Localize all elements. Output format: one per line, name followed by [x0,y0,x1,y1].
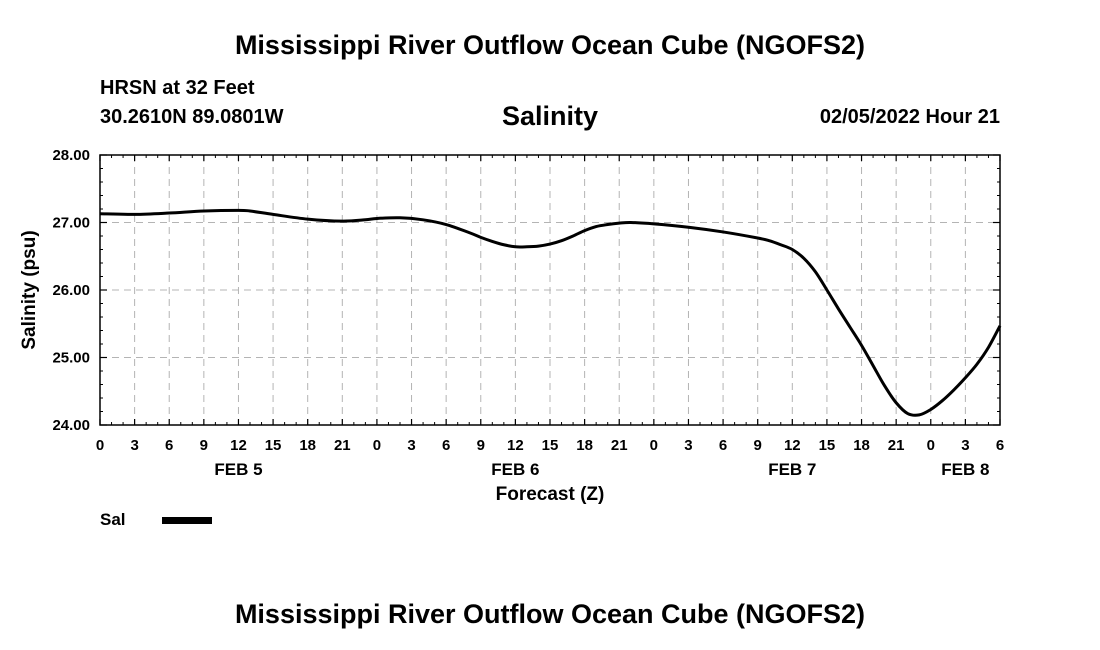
y-tick-label: 28.00 [52,147,90,164]
x-tick-label: 15 [265,437,282,454]
legend-swatch-sal [162,517,212,524]
x-tick-label: 3 [407,437,415,454]
day-label: FEB 8 [941,460,989,479]
x-tick-label: 9 [200,437,208,454]
x-tick-label: 18 [853,437,870,454]
x-tick-label: 3 [130,437,138,454]
x-tick-label: 21 [611,437,628,454]
x-tick-label: 12 [230,437,247,454]
x-tick-label: 6 [996,437,1004,454]
x-tick-label: 12 [784,437,801,454]
footer-title: Mississippi River Outflow Ocean Cube (NG… [234,599,866,629]
y-axis-label: Salinity (psu) [19,230,40,349]
x-tick-label: 12 [507,437,524,454]
x-tick-label: 0 [96,437,104,454]
x-tick-label: 15 [542,437,559,454]
x-tick-label: 9 [477,437,485,454]
x-tick-label: 6 [442,437,450,454]
forecast-datetime: 02/05/2022 Hour 21 [819,106,1000,128]
x-tick-label: 9 [754,437,762,454]
plot-frame [99,154,1001,426]
x-tick-label: 6 [719,437,727,454]
y-tick-label: 25.00 [52,350,90,367]
y-tick-label: 26.00 [52,282,90,299]
x-tick-label: 21 [888,437,905,454]
x-tick-label: 21 [334,437,351,454]
day-label: FEB 7 [768,460,816,479]
station-coordinates: 30.2610N 89.0801W [100,106,284,128]
x-tick-label: 0 [927,437,935,454]
day-label: FEB 5 [214,460,262,479]
x-tick-label: 15 [819,437,836,454]
chart-title: Mississippi River Outflow Ocean Cube (NG… [234,30,866,60]
variable-title: Salinity [501,101,599,131]
station-label: HRSN at 32 Feet [100,77,255,99]
x-tick-label: 18 [576,437,593,454]
x-tick-label: 6 [165,437,173,454]
x-tick-label: 3 [961,437,969,454]
series-line-sal [99,208,1002,417]
y-tick-label: 24.00 [52,417,90,434]
x-tick-label: 3 [684,437,692,454]
y-tick-label: 27.00 [52,215,90,232]
x-axis-label: Forecast (Z) [496,484,605,505]
day-label: FEB 6 [491,460,539,479]
x-tick-label: 0 [650,437,658,454]
legend-label: Sal [100,510,126,529]
x-tick-label: 18 [299,437,316,454]
x-tick-label: 0 [373,437,381,454]
